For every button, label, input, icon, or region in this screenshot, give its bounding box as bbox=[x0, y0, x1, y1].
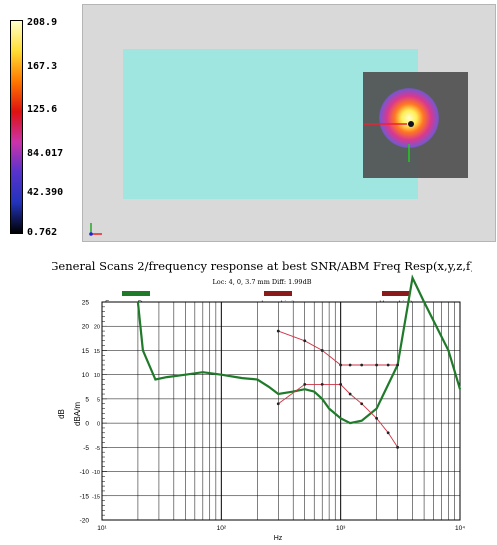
colorbar-tick: 42.390 bbox=[27, 187, 64, 198]
probe-point bbox=[408, 121, 414, 127]
series-point bbox=[386, 363, 390, 367]
series-point bbox=[348, 363, 352, 367]
colorbar-gradient bbox=[10, 20, 23, 234]
series-point bbox=[375, 416, 378, 420]
chart-subtitle: Loc: 4, 0, 3.7 mm Diff: 1.99dB bbox=[212, 278, 311, 286]
y2-tick-label: 15 bbox=[94, 349, 100, 355]
legend-swatch bbox=[264, 291, 292, 296]
probe-marker-overlay bbox=[363, 121, 414, 162]
legend-swatch bbox=[122, 291, 150, 296]
colorbar-tick: 125.6 bbox=[27, 104, 58, 115]
y-tick-label: -5 bbox=[83, 445, 89, 452]
y2-tick-label: 10 bbox=[94, 373, 100, 379]
y-tick-label: -15 bbox=[80, 493, 90, 500]
legend-swatch bbox=[382, 291, 410, 296]
probe-box bbox=[363, 72, 468, 178]
colorbar-panel: 208.9 167.3 125.6 84.017 42.390 0.762 bbox=[0, 0, 78, 245]
series-point bbox=[396, 363, 400, 367]
series-point bbox=[339, 363, 343, 367]
chart-title: General Scans 2/frequency response at be… bbox=[52, 259, 472, 273]
series-point bbox=[375, 363, 378, 367]
y2-tick-label: -10 bbox=[92, 470, 100, 476]
series-point bbox=[303, 339, 307, 343]
chart-svg: General Scans 2/frequency response at be… bbox=[49, 259, 475, 542]
y-axis-label: dB bbox=[57, 409, 66, 419]
series-point bbox=[320, 349, 324, 352]
frequency-response-chart: General Scans 2/frequency response at be… bbox=[49, 254, 475, 542]
y-tick-label: 15 bbox=[82, 348, 90, 355]
y-tick-label: 10 bbox=[82, 372, 90, 379]
y2-tick-label: -5 bbox=[95, 446, 100, 452]
y-tick-label: 5 bbox=[85, 396, 89, 403]
y-tick-label: -10 bbox=[80, 469, 90, 476]
series-point bbox=[396, 445, 400, 449]
series-point bbox=[348, 392, 352, 396]
y-tick-label: -20 bbox=[80, 518, 90, 525]
series-point bbox=[339, 382, 343, 386]
series-point bbox=[360, 363, 364, 367]
colorbar-tick-max: 208.9 bbox=[27, 17, 58, 28]
x-tick-label: 10² bbox=[217, 525, 227, 532]
axis-triad-icon bbox=[89, 223, 102, 236]
series-point bbox=[386, 431, 390, 435]
y-tick-label: 0 bbox=[85, 421, 89, 428]
plot-frame bbox=[101, 301, 461, 521]
x-tick-label: 10¹ bbox=[97, 525, 107, 532]
y2-tick-label: 5 bbox=[97, 397, 100, 403]
colorbar-tick: 167.3 bbox=[27, 61, 58, 72]
y2-tick-label: -15 bbox=[92, 494, 100, 500]
y-axis-label-secondary: dBA/m bbox=[73, 402, 82, 426]
x-tick-label: 10³ bbox=[336, 525, 346, 532]
y-tick-label: 25 bbox=[82, 300, 90, 307]
series-point bbox=[276, 402, 280, 406]
series-point bbox=[303, 382, 307, 386]
x-tick-label: 10⁴ bbox=[455, 525, 465, 532]
series-point bbox=[276, 329, 280, 333]
y2-tick-label: 0 bbox=[97, 422, 100, 428]
series-point bbox=[360, 402, 364, 406]
y2-tick-label: 20 bbox=[94, 325, 100, 331]
plot-area: -20 -15 -10 -5 0 5 10 15 20 25 -15 -10 -5 0 5 10 15 20 10¹… bbox=[80, 274, 465, 532]
colorbar-tick: 84.017 bbox=[27, 148, 64, 159]
y-tick-label: 20 bbox=[82, 324, 90, 331]
x-axis-label: Hz bbox=[274, 535, 283, 540]
colorbar-tick-min: 0.762 bbox=[27, 227, 58, 238]
scan-view[interactable] bbox=[82, 4, 496, 242]
hotspot bbox=[379, 88, 439, 148]
series-point bbox=[320, 382, 324, 386]
